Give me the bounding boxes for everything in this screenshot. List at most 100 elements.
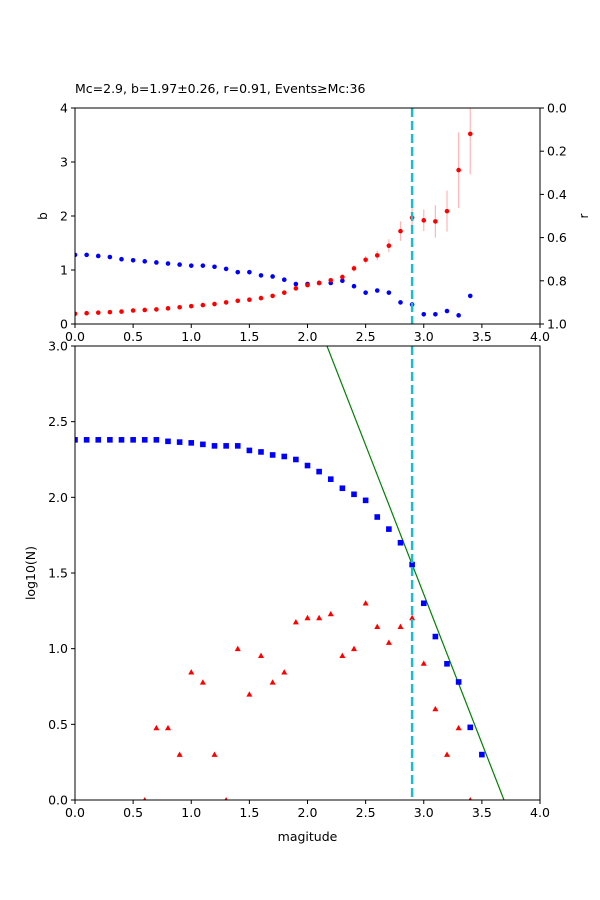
b-point [235,298,241,304]
cumulative-point [200,441,206,448]
r-point [340,278,345,284]
noncumulative-point [444,751,450,757]
top-x-tick-label: 3.5 [472,329,492,344]
r-point [258,273,264,278]
cumulative-point [75,437,78,443]
top-yleft-tick-label: 4 [60,101,68,116]
b-point [328,277,334,283]
r-point [165,261,171,266]
noncumulative-point [292,619,299,625]
noncumulative-point [153,724,160,731]
cumulative-point [83,437,90,443]
b-point [374,253,380,258]
bottom-ylabel: log10(N) [23,546,38,600]
noncumulative-point [165,724,171,731]
cumulative-point [397,539,404,546]
top-x-tick-label: 0.5 [123,329,143,344]
bottom-x-tick-label: 0.5 [123,805,143,820]
b-point [75,311,78,317]
b-point [281,290,287,295]
noncumulative-point [455,724,462,731]
cumulative-point [153,437,160,443]
bottom-x-tick-label: 1.5 [239,805,259,820]
noncumulative-point [281,669,288,675]
cumulative-point [223,443,229,449]
b-point [95,310,101,315]
noncumulative-point [258,652,264,659]
cumulative-point [234,443,241,449]
noncumulative-point [420,660,427,666]
noncumulative-point [224,797,228,800]
r-point [200,263,206,268]
cumulative-point [246,447,253,454]
r-point [386,290,392,295]
b-point [165,306,171,311]
r-point [293,281,299,287]
bottom-plot-area [75,346,505,800]
cumulative-point [351,491,357,498]
cumulative-point [432,633,439,640]
cumulative-point [188,440,195,446]
r-point [247,269,252,275]
b-point [107,309,113,315]
cumulative-point [479,751,485,758]
noncumulative-point [468,797,472,800]
b-point [351,266,357,271]
r-point [212,264,217,270]
b-point [316,280,322,286]
noncumulative-point [351,645,357,652]
b-point [247,297,252,303]
noncumulative-point [234,645,241,652]
b-point [340,274,345,280]
cumulative-point [95,437,102,443]
b-point [188,303,194,309]
bottom-x-tick-label: 4.0 [530,805,550,820]
b-point [293,286,299,291]
noncumulative-point [374,623,381,629]
top-x-tick-label: 4.0 [530,329,550,344]
noncumulative-point [385,639,392,645]
r-point [119,256,124,262]
bottom-y-tick-label: 2.5 [48,414,68,429]
top-axes: 0.0 0.5 1.0 1.5 2.0 2.5 3.0 3.5 4.0 0 1 2 3 4 0.0 0.2 0.… [60,101,567,345]
top-yright-tick-label: 0.2 [547,144,567,159]
noncumulative-point [304,614,311,621]
r-point [456,313,461,318]
top-x-tick-label: 1.0 [181,329,201,344]
cumulative-point [293,456,299,463]
r-point [444,308,450,314]
top-yleft-tick-label: 0 [60,317,68,332]
bottom-x-tick-label: 0.0 [65,805,85,820]
cumulative-point [176,439,183,445]
b-point [223,300,229,305]
noncumulative-point [176,751,183,757]
r-point [467,293,473,299]
bottom-y-tick-label: 2.0 [48,490,68,505]
top-plot-area [75,108,473,324]
cumulative-point [420,600,427,607]
r-point [351,283,357,289]
noncumulative-point [409,614,416,621]
noncumulative-point [316,614,323,621]
top-yright-tick-label: 0.6 [547,230,567,245]
noncumulative-point [362,600,369,606]
cumulative-point [327,476,334,482]
b-point [130,308,136,313]
cumulative-point [258,449,264,455]
b-point [270,293,275,299]
cumulative-point [130,437,136,443]
r-point [270,274,275,279]
cumulative-point [362,497,369,504]
cumulative-point [455,679,462,685]
top-x-tick-label: 1.5 [239,329,259,344]
top-yleft-tick-label: 3 [60,155,68,170]
r-point [235,269,241,275]
cumulative-point [467,724,474,731]
cumulative-point [107,437,113,443]
r-point [75,252,78,258]
cumulative-point [386,526,392,532]
cumulative-point [269,452,276,458]
b-point [258,295,264,301]
b-point [444,208,450,214]
r-point [130,257,136,263]
